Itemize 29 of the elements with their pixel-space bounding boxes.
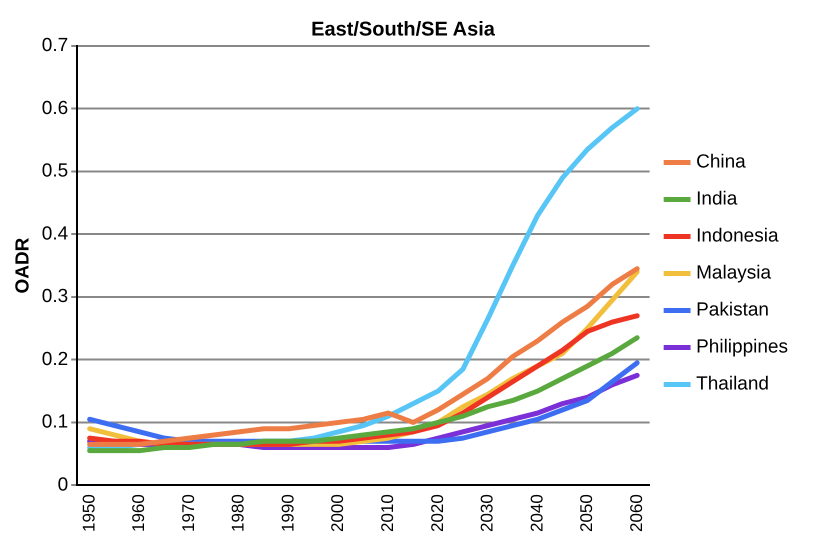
x-tick-label: 1970 [178, 494, 198, 532]
x-tick-label: 1990 [278, 494, 298, 532]
x-tick-label: 1950 [79, 494, 98, 532]
x-tick-label: 2020 [428, 494, 447, 532]
x-tick-label: 2060 [626, 494, 646, 532]
x-tick-label: 1980 [228, 494, 248, 532]
y-tick-label: 0.1 [42, 412, 68, 433]
legend-label: Indonesia [696, 226, 779, 247]
y-tick-label: 0.6 [42, 98, 68, 119]
y-tick-label: 0.2 [42, 348, 68, 370]
legend-label: India [696, 188, 738, 210]
x-tick-label: 1960 [129, 494, 148, 532]
y-tick-label: 0.5 [42, 160, 68, 182]
x-tick-label: 2040 [527, 494, 546, 532]
x-tick-label: 2030 [478, 494, 497, 532]
y-tick-label: 0.7 [42, 35, 68, 56]
x-tick-label: 2050 [577, 494, 596, 532]
legend-label: China [696, 152, 746, 173]
legend-label: Pakistan [696, 300, 769, 321]
legend-label: Malaysia [696, 262, 772, 284]
y-tick-label: 0.3 [42, 286, 68, 308]
legend-label: Philippines [696, 336, 788, 358]
x-tick-label: 2010 [378, 494, 397, 532]
y-tick-label: 0 [58, 474, 68, 496]
legend-label: Thailand [696, 374, 769, 395]
y-tick-label: 0.4 [42, 223, 69, 244]
x-tick-label: 2000 [328, 494, 348, 532]
y-axis-title: OADR [12, 237, 34, 294]
chart-title: East/South/SE Asia [311, 18, 496, 41]
